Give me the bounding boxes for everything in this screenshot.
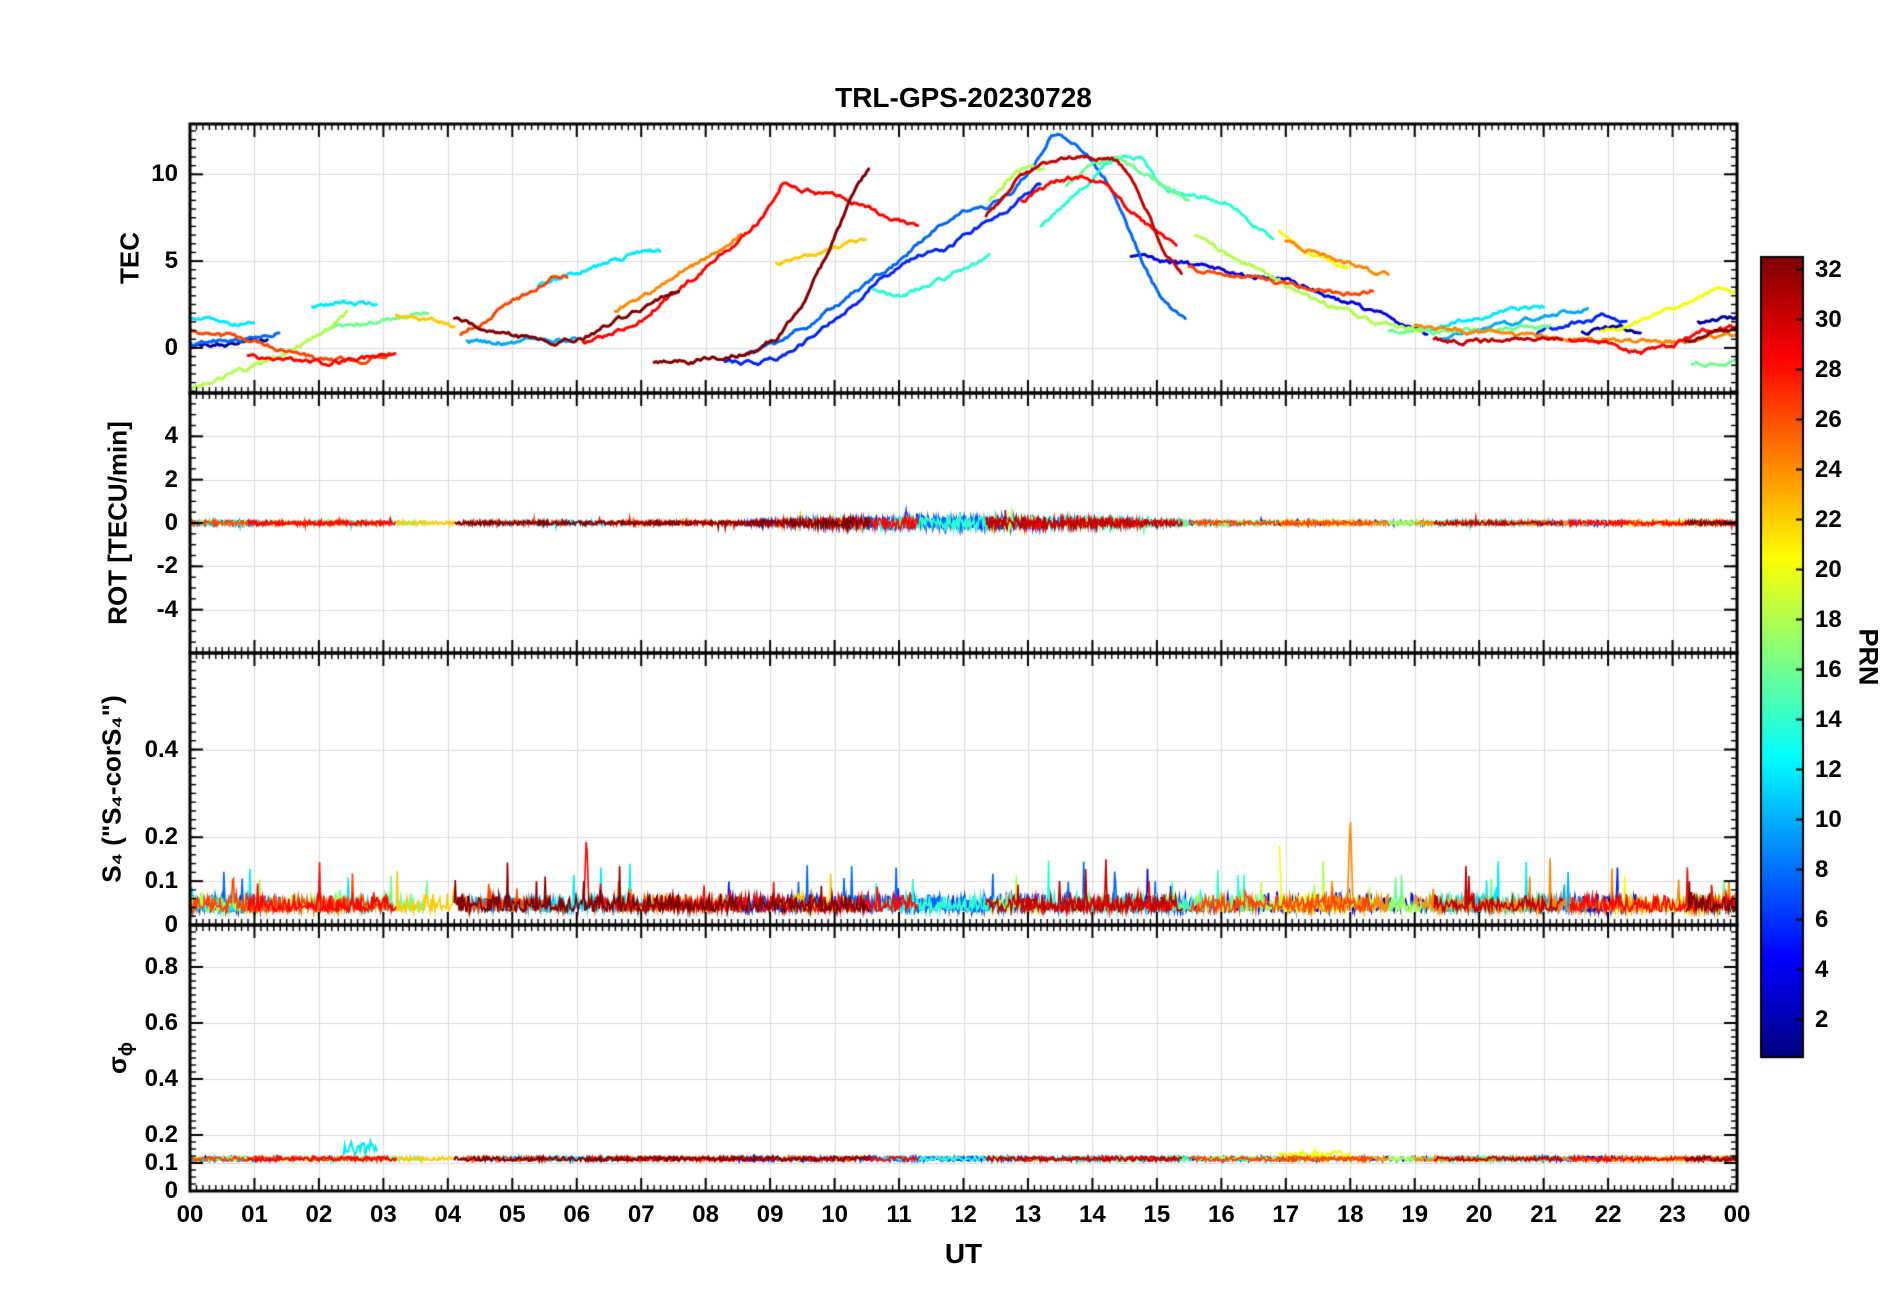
x-tick-label: 17 (1272, 1201, 1300, 1228)
prn-colorbar-label: PRN (1853, 628, 1884, 686)
y-tick-label: 0.4 (144, 735, 178, 763)
x-tick-label: 14 (1079, 1201, 1106, 1228)
x-tick-label: 18 (1336, 1201, 1364, 1228)
colorbar-tick-label: 6 (1815, 905, 1829, 933)
y-tick-label: 0.2 (144, 823, 178, 851)
x-tick-label: 15 (1143, 1201, 1171, 1228)
x-tick-label: 00 (176, 1201, 204, 1228)
colorbar-tick-label: 4 (1815, 955, 1829, 983)
y-tick-label: -4 (156, 595, 178, 623)
y-tick-label: 0.2 (144, 1121, 178, 1148)
sigma-symbol: σ (101, 1056, 132, 1075)
x-tick-label: 21 (1530, 1201, 1557, 1228)
colorbar-tick-label: 10 (1815, 805, 1842, 833)
sigma-phi-axis-label: σϕ (102, 1042, 138, 1074)
phi-subscript: ϕ (116, 1041, 138, 1057)
y-tick-label: 0.4 (144, 1065, 178, 1092)
figure-title: TRL-GPS-20230728 (835, 82, 1092, 113)
y-tick-label: 0 (164, 1177, 178, 1204)
x-tick-label: 04 (434, 1201, 462, 1228)
y-tick-label: 0 (164, 509, 178, 536)
ut-axis-label: UT (944, 1238, 983, 1269)
x-tick-label: 09 (756, 1201, 784, 1228)
x-tick-label: 07 (627, 1201, 655, 1228)
x-tick-label: 11 (886, 1201, 912, 1228)
y-tick-label: 0 (164, 333, 178, 361)
x-tick-label: 13 (1014, 1201, 1042, 1228)
y-tick-label: -2 (156, 552, 178, 580)
x-tick-label: 16 (1207, 1201, 1235, 1228)
colorbar-tick-label: 32 (1815, 255, 1842, 283)
x-tick-label: 12 (950, 1201, 977, 1228)
colorbar-tick-label: 12 (1815, 755, 1842, 783)
rot-axis-label: ROT [TECU/min] (102, 421, 133, 625)
y-tick-label: 0.1 (144, 867, 178, 895)
y-tick-label: 4 (164, 422, 178, 450)
colorbar-tick-label: 28 (1815, 355, 1842, 383)
x-tick-label: 01 (241, 1201, 268, 1228)
colorbar-tick-label: 26 (1815, 405, 1842, 433)
colorbar-tick-label: 8 (1815, 855, 1829, 883)
x-tick-label: 10 (821, 1201, 848, 1228)
y-tick-label: 0.1 (144, 1149, 178, 1176)
colorbar-tick-label: 22 (1815, 505, 1842, 533)
x-tick-label: 00 (1723, 1201, 1751, 1228)
x-tick-label: 05 (498, 1201, 526, 1228)
y-tick-label: 0.6 (144, 1009, 178, 1036)
y-tick-label: 0 (164, 911, 178, 938)
tec-axis-label: TEC (114, 232, 145, 284)
x-tick-label: 19 (1401, 1201, 1429, 1228)
colorbar-tick-label: 14 (1815, 705, 1842, 733)
x-tick-label: 02 (305, 1201, 333, 1228)
x-tick-label: 22 (1594, 1201, 1622, 1228)
colorbar-tick-label: 20 (1815, 555, 1842, 583)
y-tick-label: 0.8 (144, 953, 178, 980)
y-tick-label: 10 (151, 160, 178, 188)
x-tick-label: 06 (563, 1201, 591, 1228)
colorbar-tick-label: 30 (1815, 305, 1842, 333)
x-tick-label: 08 (692, 1201, 720, 1228)
s4-axis-label: S₄ ("S₄-corS₄") (96, 695, 127, 883)
colorbar-tick-label: 16 (1815, 655, 1842, 683)
y-tick-label: 5 (164, 247, 178, 275)
x-tick-label: 20 (1465, 1201, 1493, 1228)
colorbar-tick-label: 24 (1815, 455, 1842, 483)
colorbar-tick-label: 2 (1815, 1005, 1829, 1033)
colorbar-tick-label: 18 (1815, 605, 1842, 633)
x-tick-label: 03 (370, 1201, 397, 1228)
y-tick-label: 2 (164, 465, 178, 493)
x-tick-label: 23 (1659, 1201, 1686, 1228)
